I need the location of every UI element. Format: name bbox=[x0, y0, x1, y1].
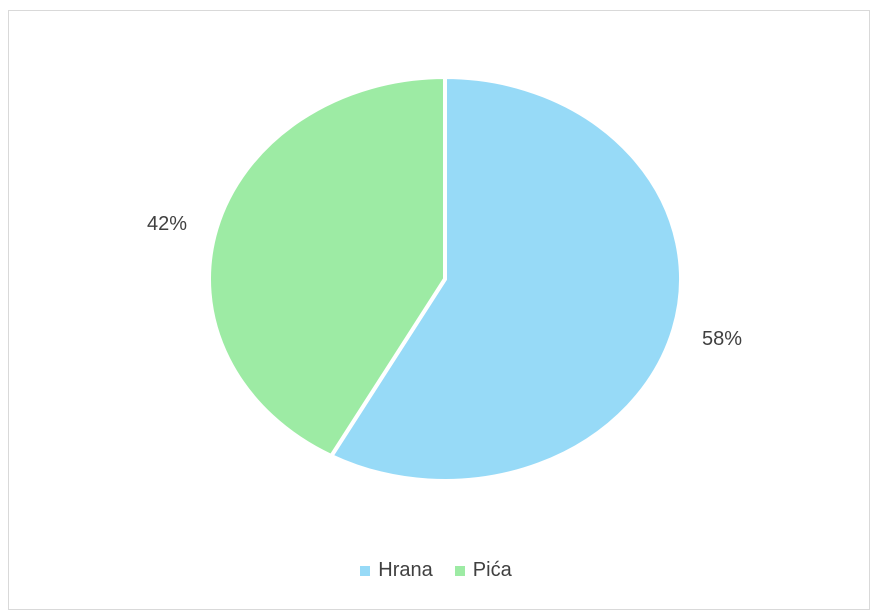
legend-label-hrana: Hrana bbox=[378, 559, 433, 581]
data-label-pia: 42% bbox=[147, 213, 187, 235]
legend-swatch-hrana bbox=[360, 565, 371, 576]
legend-label-pica: Pića bbox=[472, 559, 512, 581]
pie-slice-hrana[interactable] bbox=[329, 75, 683, 483]
legend-item-pica[interactable]: Pića bbox=[454, 559, 512, 582]
data-label-hrana: 58% bbox=[702, 328, 742, 350]
legend: Hrana Pića bbox=[0, 559, 872, 582]
legend-item-hrana[interactable]: Hrana bbox=[360, 559, 433, 582]
legend-swatch-pica bbox=[454, 565, 465, 576]
pie-slice-pia[interactable] bbox=[207, 75, 447, 459]
